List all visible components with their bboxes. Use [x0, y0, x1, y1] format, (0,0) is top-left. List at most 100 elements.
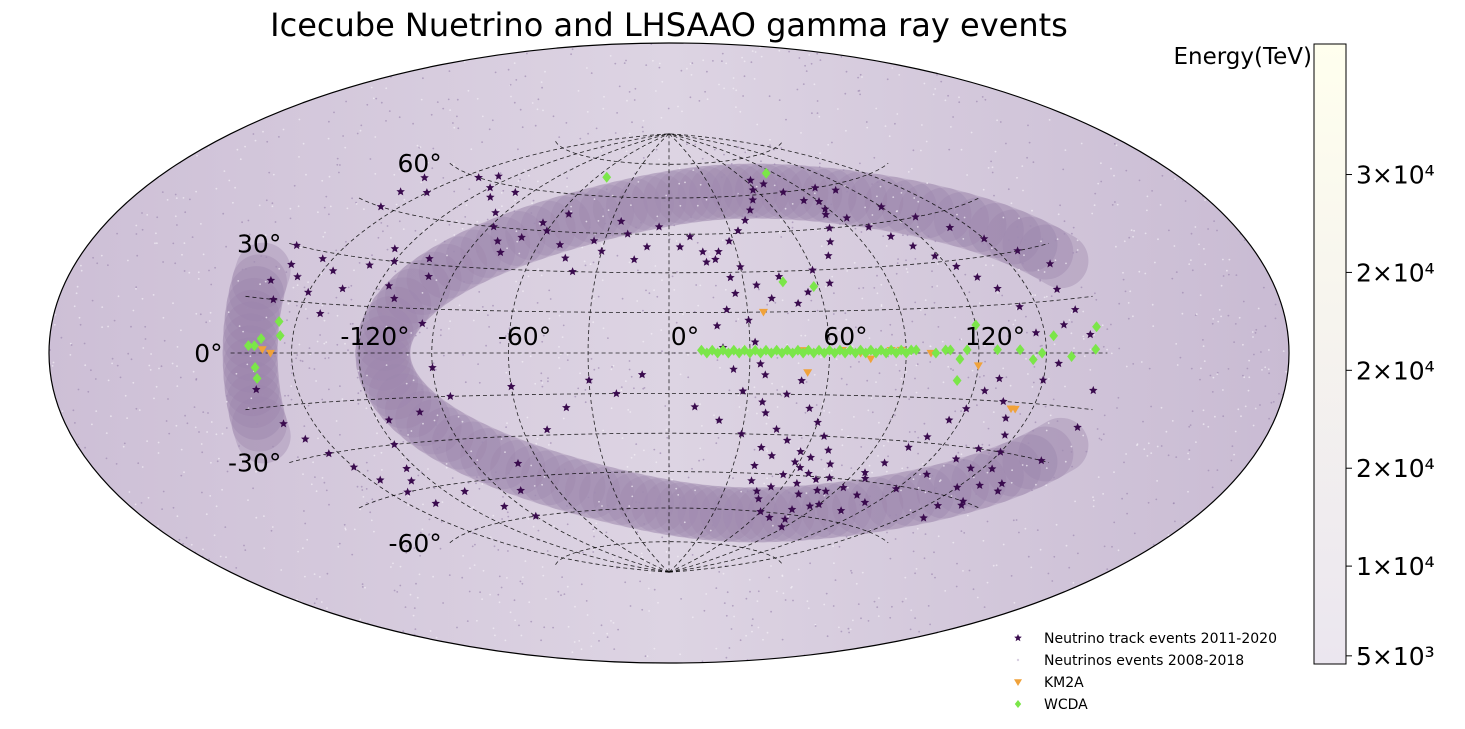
neutrino-track-point — [714, 247, 723, 256]
neutrino-track-point — [513, 458, 523, 468]
neutrino-track-point — [778, 470, 788, 479]
neutrino-track-point — [758, 397, 767, 406]
wcda-point — [1049, 330, 1059, 342]
neutrino-track-point — [813, 417, 822, 426]
neutrino-track-point — [390, 294, 399, 303]
neutrino-track-point — [974, 444, 983, 453]
neutrino-track-point — [338, 284, 347, 293]
wcda-point — [1067, 351, 1077, 363]
neutrino-track-point — [318, 254, 327, 263]
km2a-point — [265, 349, 275, 358]
x-tick-label: 0° — [671, 322, 699, 351]
neutrino-track-point — [685, 232, 695, 241]
neutrino-track-point — [420, 173, 429, 182]
neutrino-track-point — [1070, 305, 1080, 314]
neutrino-track-point — [752, 280, 761, 289]
neutrino-track-point — [365, 260, 374, 269]
x-tick-label: 60° — [823, 322, 867, 351]
neutrino-track-point — [538, 218, 548, 227]
neutrino-track-point — [491, 208, 500, 217]
neutrino-track-point — [810, 183, 820, 192]
neutrino-track-point — [745, 205, 755, 214]
neutrino-track-point — [424, 272, 433, 281]
neutrino-track-point — [825, 223, 834, 232]
neutrino-track-point — [761, 370, 770, 379]
neutrino-track-point — [1059, 320, 1069, 329]
neutrino-track-point — [911, 212, 920, 221]
neutrino-track-point — [930, 251, 940, 260]
neutrino-track-point — [933, 501, 943, 510]
neutrino-track-point — [418, 319, 427, 328]
neutrino-track-point — [390, 256, 399, 266]
neutrino-track-point — [1038, 375, 1048, 384]
neutrino-track-point — [860, 468, 870, 477]
neutrino-track-point — [923, 432, 932, 441]
sky-map — [49, 43, 1289, 663]
neutrino-track-point — [460, 487, 469, 496]
neutrino-track-point — [597, 246, 606, 255]
wcda-point — [971, 319, 981, 331]
neutrino-track-point — [446, 391, 455, 400]
neutrino-track-point — [772, 424, 781, 433]
neutrino-track-point — [616, 216, 626, 225]
wcda-point — [243, 340, 253, 352]
neutrino-track-point — [737, 429, 746, 438]
legend-label: WCDA — [1044, 697, 1088, 713]
wcda-point — [1015, 344, 1025, 356]
neutrino-track-point — [831, 185, 840, 194]
neutrino-track-point — [819, 431, 829, 440]
neutrino-track-point — [390, 244, 400, 253]
neutrino-track-point — [821, 486, 831, 495]
neutrino-track-point — [824, 445, 833, 454]
neutrino-track-point — [486, 192, 495, 201]
neutrino-track-point — [584, 375, 594, 384]
neutrino-track-point — [792, 478, 802, 487]
neutrino-track-point — [919, 513, 928, 522]
neutrino-track-point — [824, 251, 833, 260]
neutrino-track-point — [746, 175, 755, 184]
neutrino-track-point — [396, 187, 405, 196]
neutrino-track-point — [292, 240, 301, 250]
neutrino-track-point — [803, 287, 813, 296]
legend-label: KM2A — [1044, 675, 1084, 691]
wcda-point — [962, 344, 972, 356]
neutrino-track-point — [951, 454, 961, 463]
neutrino-track-point — [975, 480, 984, 489]
neutrino-track-point — [1015, 302, 1024, 311]
neutrino-track-point — [555, 240, 565, 249]
legend-label: Neutrino track events 2011-2020 — [1044, 631, 1277, 647]
neutrino-track-point — [489, 222, 498, 231]
neutrino-track-point — [825, 473, 834, 482]
neutrino-track-point — [1001, 413, 1010, 422]
y-tick-label: 60° — [397, 149, 441, 178]
neutrino-track-point — [756, 507, 765, 516]
y-tick-label: 0° — [194, 339, 222, 368]
neutrino-track-point — [1031, 328, 1041, 337]
neutrino-track-point — [779, 187, 788, 196]
neutrino-track-point — [904, 442, 913, 451]
wcda-point — [1037, 347, 1047, 359]
neutrino-track-point — [825, 278, 834, 287]
legend-marker — [1016, 658, 1020, 662]
neutrino-track-point — [738, 386, 748, 395]
colorbar-scale — [1313, 43, 1347, 665]
wcda-point — [274, 316, 284, 328]
colorbar-label: Energy(TeV) — [1174, 44, 1313, 70]
neutrino-track-point — [1045, 259, 1055, 268]
neutrino-track-point — [997, 479, 1007, 488]
neutrino-track-point — [702, 257, 711, 266]
neutrino-track-point — [301, 434, 310, 443]
neutrino-track-point — [767, 451, 776, 460]
neutrino-track-point — [698, 247, 708, 256]
neutrino-track-point — [712, 321, 722, 330]
neutrino-track-point — [564, 209, 573, 218]
neutrino-track-point — [642, 242, 652, 251]
neutrino-track-point — [750, 337, 760, 346]
neutrino-track-point — [747, 476, 756, 485]
neutrino-track-point — [993, 486, 1003, 495]
neutrino-track-point — [996, 447, 1005, 456]
y-tick-label: 30° — [237, 229, 281, 258]
legend-label: Neutrinos events 2008-2018 — [1044, 653, 1244, 669]
neutrino-track-point — [675, 242, 685, 251]
neutrino-track-point — [756, 359, 765, 368]
